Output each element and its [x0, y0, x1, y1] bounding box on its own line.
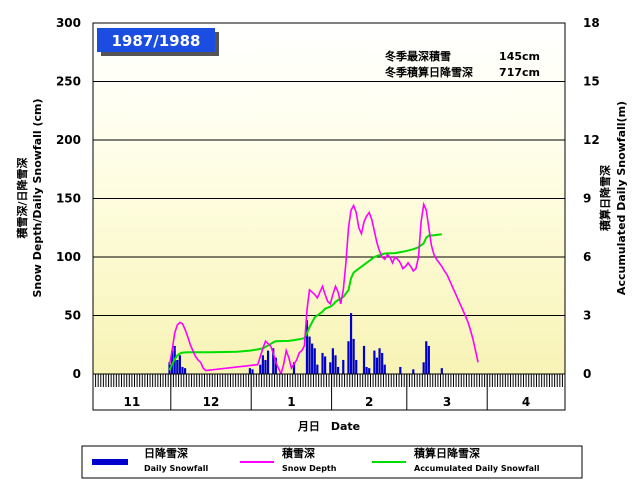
daily-snowfall-bar: [355, 359, 358, 374]
date-axis: [92, 373, 566, 411]
note-accum-label: 冬季積算日降雪深: [385, 65, 473, 79]
daily-snowfall-bar: [368, 368, 371, 374]
daily-snowfall-bar: [331, 348, 334, 374]
legend-box: [81, 445, 583, 479]
left-axis-title-jp: 積雪深/日降雪深: [15, 157, 29, 239]
daily-snowfall-bar: [422, 362, 425, 374]
legend-label-daily-snowfall-en: Daily Snowfall: [144, 464, 208, 473]
right-tick-label: 6: [583, 250, 591, 264]
month-label: 3: [443, 395, 451, 409]
daily-snowfall-bar: [362, 345, 366, 374]
legend-swatch-daily-snowfall: [92, 459, 128, 465]
daily-snowfall-bar: [334, 355, 337, 374]
daily-snowfall-bar: [321, 352, 324, 374]
legend-label-accumulated-jp: 積算日降雪深: [413, 446, 480, 460]
daily-snowfall-bar: [412, 369, 415, 374]
month-labels: 11 12 1 2 3 4: [124, 395, 531, 409]
left-tick-label: 50: [64, 309, 81, 323]
month-label: 12: [203, 395, 220, 409]
legend-label-snow-depth-jp: 積雪深: [281, 446, 315, 460]
daily-snowfall-bar: [399, 366, 402, 374]
gridlines: [93, 81, 565, 316]
right-tick-label: 9: [583, 192, 591, 206]
month-label: 1: [287, 395, 295, 409]
note-max-depth-value: 145cm: [499, 50, 540, 63]
daily-snowfall-bar: [378, 348, 381, 374]
season-label: 1987/1988: [112, 32, 201, 50]
daily-snowfall-bar: [264, 359, 267, 374]
left-tick-label: 150: [56, 192, 81, 206]
snow-depth-line: [168, 201, 479, 377]
daily-snowfall-bar: [274, 357, 277, 374]
left-tick-label: 200: [56, 133, 81, 147]
daily-snowfall-bar: [313, 348, 316, 374]
daily-snowfall-bar: [373, 350, 376, 374]
left-tick-label: 250: [56, 75, 81, 89]
daily-snowfall-bar: [266, 350, 270, 374]
daily-snowfall-bar: [383, 364, 386, 374]
daily-snowfall-bar: [292, 362, 296, 374]
season-label-box: 1987/1988: [97, 28, 219, 56]
daily-snowfall-bar: [375, 357, 379, 374]
daily-snowfall-bar: [336, 366, 340, 374]
daily-snowfall-bar: [427, 345, 430, 374]
daily-snowfall-bar: [248, 368, 251, 374]
legend-label-snow-depth-en: Snow Depth: [282, 464, 337, 473]
note-accum-value: 717cm: [499, 66, 540, 79]
note-max-depth-label: 冬季最深積雪: [385, 49, 451, 63]
left-axis-ticks: 0 50 100 150 200 250 300: [56, 16, 81, 381]
legend-label-accumulated-en: Accumulated Daily Snowfall: [414, 464, 540, 473]
daily-snowfall-bar: [352, 338, 355, 374]
daily-snowfall-bar: [311, 343, 314, 374]
daily-snowfall-bar: [349, 313, 353, 374]
left-tick-label: 300: [56, 16, 81, 30]
x-axis-title: 月日 Date: [297, 420, 360, 433]
daily-snowfall-bar: [259, 364, 262, 374]
daily-snowfall-bar: [272, 348, 275, 374]
right-tick-label: 3: [583, 309, 591, 323]
month-label: 11: [124, 395, 141, 409]
daily-snowfall-bars: [168, 313, 443, 374]
season-notes: 冬季最深積雪 145cm 冬季積算日降雪深 717cm: [385, 49, 540, 79]
daily-snowfall-bar: [324, 356, 327, 374]
right-tick-label: 0: [583, 367, 591, 381]
left-tick-label: 100: [56, 250, 81, 264]
daily-snowfall-bar: [425, 341, 428, 374]
left-axis-title-en: Snow Depth/Daily Snowfall (cm): [31, 98, 44, 297]
daily-snowfall-bar: [251, 369, 254, 374]
daily-snowfall-bar: [178, 355, 181, 374]
daily-snowfall-bar: [261, 355, 264, 374]
legend-label-daily-snowfall-jp: 日降雪深: [144, 446, 188, 460]
left-tick-label: 0: [73, 367, 81, 381]
right-tick-label: 12: [583, 133, 600, 147]
daily-snowfall-bar: [381, 352, 384, 374]
daily-snowfall-bar: [308, 336, 311, 374]
daily-snowfall-bar: [342, 359, 345, 374]
right-axis-ticks: 0 3 6 9 12 15 18: [583, 16, 600, 381]
daily-snowfall-bar: [316, 364, 319, 374]
daily-snowfall-bar: [181, 366, 184, 374]
daily-snowfall-bar: [176, 359, 179, 374]
accumulated-snowfall-line: [168, 233, 442, 371]
daily-snowfall-bar: [347, 341, 350, 374]
daily-snowfall-bar: [440, 368, 443, 374]
daily-snowfall-bar: [183, 368, 187, 374]
right-axis-title-jp: 積算日降雪深: [598, 165, 612, 232]
month-label: 2: [365, 395, 373, 409]
daily-snowfall-bar: [365, 366, 368, 374]
legend: 日降雪深 Daily Snowfall 積雪深 Snow Depth 積算日降雪…: [81, 445, 583, 479]
right-tick-label: 18: [583, 16, 600, 30]
right-tick-label: 15: [583, 75, 600, 89]
daily-snowfall-bar: [305, 320, 309, 374]
daily-snowfall-bar: [329, 362, 332, 374]
right-axis-title-en: Accumulated Daily Snowfall(m): [615, 101, 628, 295]
month-label: 4: [522, 395, 530, 409]
